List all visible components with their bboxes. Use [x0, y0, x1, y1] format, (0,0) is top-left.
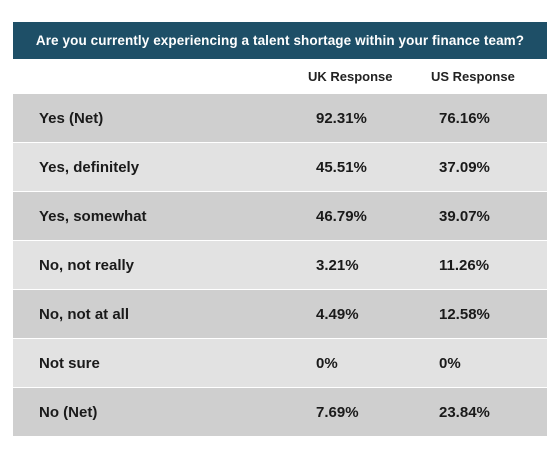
- uk-value: 45.51%: [316, 158, 367, 176]
- table-row-no-not-really: No, not really 3.21% 11.26%: [13, 241, 547, 290]
- table-row-not-sure: Not sure 0% 0%: [13, 339, 547, 388]
- table-row-yes-definitely: Yes, definitely 45.51% 37.09%: [13, 143, 547, 192]
- table-row-no-not-at-all: No, not at all 4.49% 12.58%: [13, 290, 547, 339]
- column-header-row: UK Response US Response: [13, 59, 547, 94]
- us-value: 76.16%: [439, 109, 490, 127]
- row-label: Not sure: [39, 354, 100, 372]
- survey-table: Are you currently experiencing a talent …: [13, 22, 547, 437]
- uk-value: 3.21%: [316, 256, 359, 274]
- question-title: Are you currently experiencing a talent …: [13, 22, 547, 59]
- us-value: 37.09%: [439, 158, 490, 176]
- uk-value: 4.49%: [316, 305, 359, 323]
- table-row-no-net: No (Net) 7.69% 23.84%: [13, 388, 547, 437]
- row-label: Yes, somewhat: [39, 207, 147, 225]
- row-label: Yes (Net): [39, 109, 104, 127]
- uk-value: 0%: [316, 354, 338, 372]
- us-value: 39.07%: [439, 207, 490, 225]
- table-row-yes-net: Yes (Net) 92.31% 76.16%: [13, 94, 547, 143]
- us-value: 23.84%: [439, 403, 490, 421]
- column-header-us: US Response: [431, 69, 515, 84]
- uk-value: 92.31%: [316, 109, 367, 127]
- row-label: No, not at all: [39, 305, 129, 323]
- row-label: No (Net): [39, 403, 98, 421]
- us-value: 0%: [439, 354, 461, 372]
- us-value: 11.26%: [439, 256, 490, 274]
- uk-value: 7.69%: [316, 403, 359, 421]
- column-header-uk: UK Response: [308, 69, 393, 84]
- row-label: No, not really: [39, 256, 135, 274]
- uk-value: 46.79%: [316, 207, 367, 225]
- us-value: 12.58%: [439, 305, 490, 323]
- table-row-yes-somewhat: Yes, somewhat 46.79% 39.07%: [13, 192, 547, 241]
- row-label: Yes, definitely: [39, 158, 140, 176]
